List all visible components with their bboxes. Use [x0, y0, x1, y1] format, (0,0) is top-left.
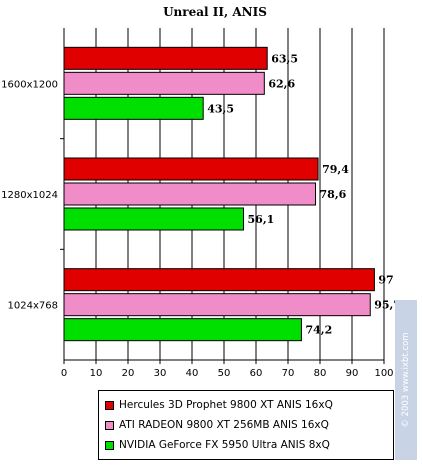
x-tick-label-20: 20	[122, 368, 135, 379]
bar-value-label-1600x1200-s0: 63,5	[271, 52, 298, 65]
bar-value-label-1600x1200-s2: 43,5	[207, 102, 234, 115]
x-tick-label-90: 90	[346, 368, 359, 379]
legend-label-hercules: Hercules 3D Prophet 9800 XT ANIS 16xQ	[119, 399, 333, 411]
bar-1024x768-s2	[63, 318, 302, 342]
x-tick-label-30: 30	[154, 368, 167, 379]
legend-item-hercules: Hercules 3D Prophet 9800 XT ANIS 16xQ	[105, 395, 387, 415]
bar-1600x1200-s0	[63, 46, 268, 70]
bar-value-label-1024x768-s0: 97	[378, 274, 393, 287]
bar-value-label-1024x768-s2: 74,2	[305, 324, 332, 337]
bar-1024x768-s1	[63, 293, 371, 317]
legend-swatch-nvidia	[105, 440, 114, 450]
bar-1280x1024-s2	[63, 207, 245, 231]
bar-1280x1024-s1	[63, 182, 317, 206]
x-tick-label-70: 70	[282, 368, 295, 379]
bar-value-label-1024x768-s1: 95,7	[374, 299, 401, 312]
x-tick-label-0: 0	[61, 368, 67, 379]
bar-value-label-1280x1024-s1: 78,6	[320, 188, 347, 201]
legend: Hercules 3D Prophet 9800 XT ANIS 16xQ AT…	[98, 390, 394, 460]
watermark: © 2003 www.ixbt.com	[395, 300, 417, 460]
x-tick-label-40: 40	[186, 368, 199, 379]
bar-1280x1024-s0	[63, 157, 319, 181]
category-label-1024x768: 1024x768	[8, 301, 58, 312]
bar-1600x1200-s1	[63, 71, 265, 95]
bar-1024x768-s0	[63, 268, 375, 292]
legend-swatch-hercules	[105, 400, 114, 410]
legend-item-nvidia: NVIDIA GeForce FX 5950 Ultra ANIS 8xQ	[105, 435, 387, 455]
category-label-1280x1024: 1280x1024	[1, 190, 58, 201]
watermark-text: © 2003 www.ixbt.com	[401, 332, 411, 428]
bar-value-label-1280x1024-s2: 56,1	[248, 213, 275, 226]
bar-value-label-1600x1200-s1: 62,6	[268, 77, 295, 90]
category-label-1600x1200: 1600x1200	[1, 79, 58, 90]
legend-swatch-ati	[105, 420, 114, 430]
legend-item-ati: ATI RADEON 9800 XT 256MB ANIS 16xQ	[105, 415, 387, 435]
x-tick-label-10: 10	[90, 368, 103, 379]
x-tick-label-80: 80	[314, 368, 327, 379]
x-tick-label-60: 60	[250, 368, 263, 379]
chart-title: Unreal II, ANIS	[163, 5, 267, 19]
bar-1600x1200-s2	[63, 96, 204, 120]
bar-value-label-1280x1024-s0: 79,4	[322, 163, 349, 176]
x-tick-label-100: 100	[374, 368, 393, 379]
x-tick-label-50: 50	[218, 368, 231, 379]
legend-label-ati: ATI RADEON 9800 XT 256MB ANIS 16xQ	[119, 419, 329, 431]
legend-label-nvidia: NVIDIA GeForce FX 5950 Ultra ANIS 8xQ	[119, 439, 330, 451]
